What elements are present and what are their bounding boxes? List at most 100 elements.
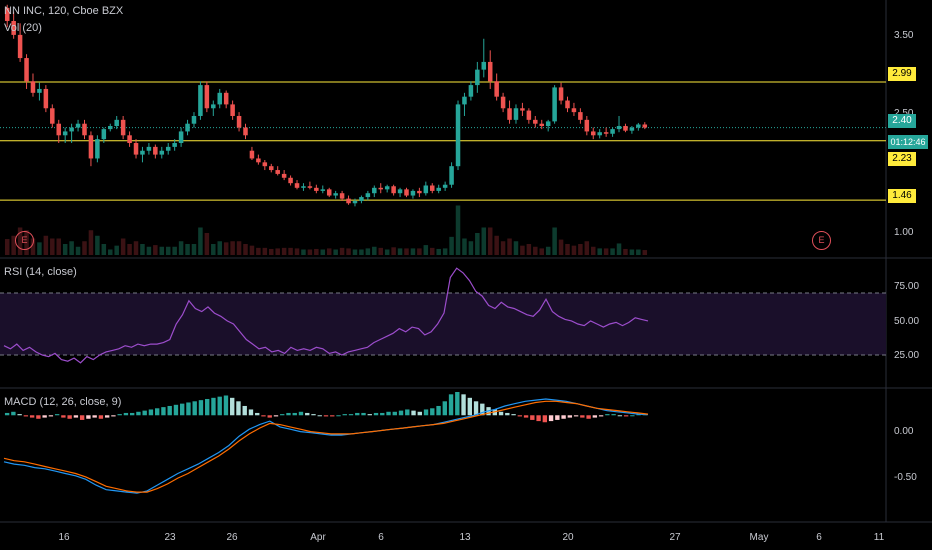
macd-histogram-bar (148, 409, 154, 416)
macd-histogram-bar (598, 415, 604, 417)
volume-bar (159, 246, 165, 255)
candle-body (320, 189, 326, 191)
volume-bar (455, 205, 461, 255)
volume-bar (629, 249, 635, 255)
volume-bar (552, 227, 557, 255)
date-tick: 23 (164, 532, 176, 543)
volume-bar (410, 248, 416, 255)
macd-histogram-bar (136, 411, 141, 416)
volume-bar (636, 249, 641, 255)
macd-histogram-bar (461, 394, 466, 416)
macd-histogram-bar (267, 415, 272, 418)
macd-histogram-bar (530, 415, 535, 420)
macd-histogram-bar (123, 412, 129, 416)
volume-bar (442, 248, 448, 255)
volume-bar (95, 235, 100, 255)
macd-lines (3, 398, 649, 494)
macd-histogram-bar (236, 401, 241, 416)
macd-histogram-bar (261, 415, 266, 417)
candle-body (384, 186, 390, 190)
volume-bar (391, 247, 396, 255)
candle-body (352, 200, 358, 204)
candle-body (455, 104, 461, 167)
candle-body (623, 126, 628, 131)
macd-histogram-bar (86, 415, 91, 419)
signal-line (3, 400, 649, 493)
candle-body (507, 108, 512, 120)
candle-body (37, 88, 42, 93)
candle-body (11, 20, 16, 35)
macd-histogram-bar (555, 415, 560, 420)
candle-body (82, 123, 87, 136)
date-tick: 16 (58, 532, 70, 543)
candle-body (159, 150, 165, 155)
macd-histogram-bar (223, 395, 229, 416)
candle-body (165, 146, 171, 151)
macd-histogram-bar (111, 415, 116, 417)
volume-bar (281, 247, 287, 255)
volume-bar (462, 238, 467, 255)
earnings-marker[interactable]: E (15, 231, 34, 250)
macd-histogram-bar (561, 415, 566, 419)
macd-histogram-bar (442, 401, 447, 416)
macd-histogram-bar (161, 407, 166, 416)
candle-body (475, 69, 480, 86)
macd-histogram-bar (398, 410, 404, 416)
candle-body (314, 187, 319, 191)
candle-body (417, 190, 422, 194)
macd-histogram-bar (411, 410, 416, 416)
macd-histogram-bar (317, 415, 322, 417)
candle-body (545, 121, 551, 127)
candle-body (178, 131, 184, 144)
rsi-label: RSI (14, close) (4, 266, 77, 278)
candle-body (307, 186, 313, 188)
macd-histogram-bar (348, 414, 354, 416)
candle-body (397, 189, 403, 194)
volume-bar (153, 245, 158, 255)
candle-body (243, 127, 248, 136)
volume-bar (243, 244, 248, 255)
candle-body (249, 150, 255, 159)
macd-histogram-bar (248, 409, 254, 416)
rsi-line (3, 267, 649, 364)
macd-histogram-bar (517, 415, 523, 417)
macd-histogram-bar (336, 415, 341, 417)
macd-histogram-bar (242, 405, 247, 416)
candle-body (481, 61, 487, 70)
candle-body (430, 185, 435, 191)
candle-body (571, 108, 577, 113)
candle-body (597, 132, 602, 136)
pane-separators (0, 0, 932, 523)
macd-histogram-bar (630, 415, 635, 417)
macd-histogram-bar (217, 396, 222, 416)
level-badge-1-46: 1.46 (888, 189, 916, 203)
macd-histogram-bar (4, 412, 10, 416)
macd-histogram-bar (355, 412, 360, 416)
candle-body (603, 132, 609, 134)
earnings-marker[interactable]: E (812, 231, 831, 250)
macd-histogram-bar (292, 412, 297, 416)
volume-bar (520, 245, 525, 255)
macd-histogram-bar (311, 414, 316, 416)
volume-bar (397, 248, 403, 255)
macd-histogram-bar (61, 415, 66, 418)
candle-body (62, 131, 68, 136)
macd-histogram-bar (430, 408, 435, 416)
candle-body (288, 177, 293, 184)
macd-histogram-bar (198, 400, 204, 416)
macd-histogram-bar (79, 415, 85, 420)
volume-bar (339, 247, 345, 255)
volume-bar (294, 248, 300, 255)
macd-histogram-bar (23, 415, 29, 417)
volume-bar (417, 248, 422, 255)
candle-body (436, 187, 441, 191)
macd-histogram-bar (92, 415, 97, 418)
macd-histogram-bar (586, 415, 591, 419)
volume-bar (597, 248, 602, 255)
volume-bar (372, 246, 377, 255)
macd-histogram-bar (117, 414, 122, 416)
volume-bar (475, 233, 480, 255)
candle-body (359, 197, 364, 201)
volume-bar (346, 248, 351, 255)
